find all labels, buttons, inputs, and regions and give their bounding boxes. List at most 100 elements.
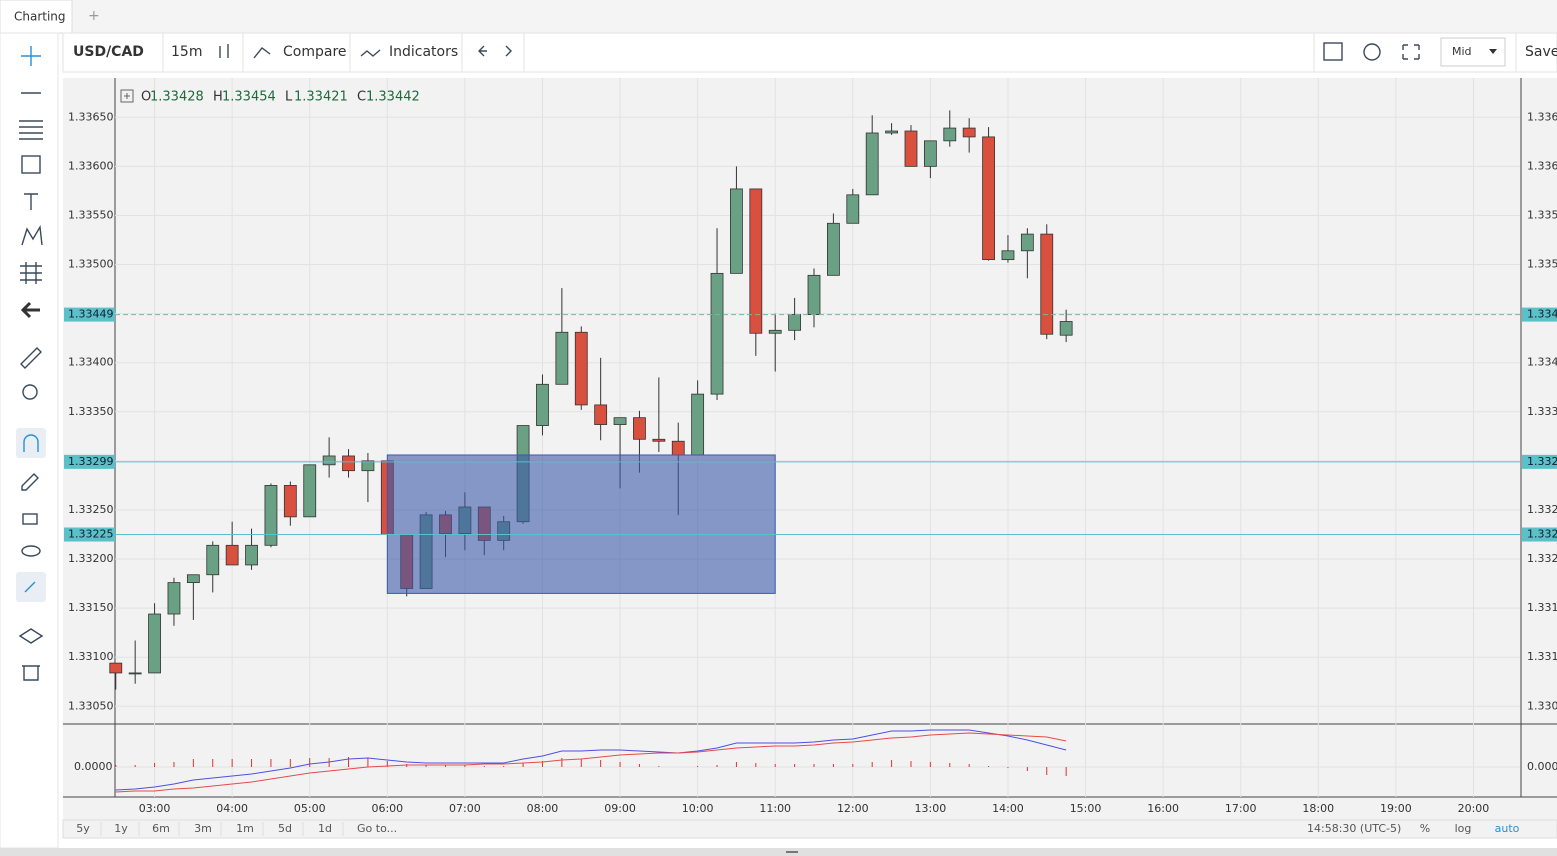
shape-tool[interactable]: [21, 155, 41, 174]
crosshair-tool[interactable]: [21, 46, 41, 66]
symbol[interactable]: USD/CAD: [73, 44, 144, 60]
fullscreen-button[interactable]: [1402, 44, 1420, 60]
candle-body: [943, 127, 957, 142]
candle-body: [245, 544, 258, 566]
candle-body: [1020, 233, 1034, 252]
y-tick-label-right: 1.33400: [1527, 356, 1557, 369]
ohlc-value: 1.33428: [150, 90, 204, 105]
y-tick-label: 1.33600: [68, 159, 114, 172]
candle-body: [167, 582, 181, 615]
x-tick-label: 18:00: [1302, 802, 1334, 815]
y-tick-label-right: 1.33500: [1527, 258, 1557, 271]
x-tick-label: 12:00: [837, 802, 869, 815]
candle-body: [846, 194, 860, 224]
y-tick-label: 1.33650: [68, 110, 114, 123]
back-tool[interactable]: [20, 301, 40, 319]
indicator-tick-label-right: 0.0000: [1527, 760, 1557, 773]
text-tool[interactable]: [24, 193, 38, 210]
x-tick-label: 20:00: [1458, 802, 1490, 815]
magnet-bg: [16, 428, 46, 458]
legend-toggle-plus: [124, 93, 130, 99]
ruler-tool[interactable]: [20, 347, 42, 369]
candle-body: [691, 393, 705, 456]
measure-lines-tool[interactable]: [20, 262, 42, 284]
candle-body: [982, 136, 995, 261]
y-tick-label-right: 1.33600: [1527, 159, 1557, 172]
candle-body: [652, 438, 666, 442]
candle-body: [342, 455, 355, 472]
y-tick-label: 1.33400: [68, 356, 114, 369]
settings-button[interactable]: [1363, 43, 1381, 61]
visibility-tool[interactable]: [21, 545, 41, 557]
footer: 5y 1y 6m 3m 1m 5d 1d Go to... 14:58:30 (UTC-5)% l…: [76, 822, 1520, 836]
compare-button[interactable]: Compare: [283, 44, 347, 60]
dropdown-arrow[interactable]: [1489, 49, 1497, 54]
candle-body: [128, 672, 142, 675]
pattern-tool[interactable]: [21, 224, 43, 246]
auto-toggle[interactable]: auto: [1495, 822, 1520, 835]
candle-body: [283, 485, 297, 518]
bottom-strip: [0, 848, 1557, 856]
y-tick-label: 1.33200: [68, 552, 114, 565]
log-toggle[interactable]: log: [1455, 822, 1472, 835]
range-button[interactable]: 1m: [236, 822, 254, 835]
price-type[interactable]: Mid: [1452, 45, 1472, 58]
range-button[interactable]: 1y: [114, 822, 128, 835]
fib-tool[interactable]: [19, 120, 43, 140]
indicators-button[interactable]: Indicators: [389, 44, 458, 60]
rectangle-drawing[interactable]: [386, 454, 776, 594]
x-tick-label: 06:00: [371, 802, 403, 815]
range-button[interactable]: 5d: [278, 822, 292, 835]
range-button[interactable]: 3m: [194, 822, 212, 835]
y-tick-label-right: 1.33250: [1527, 503, 1557, 516]
range-button[interactable]: 6m: [152, 822, 170, 835]
tab-bar: [0, 0, 1557, 33]
layers-tool[interactable]: [18, 628, 44, 644]
zoom-tool[interactable]: [22, 384, 38, 400]
y-tick-label: 1.33500: [68, 258, 114, 271]
interval[interactable]: 15m: [171, 44, 202, 60]
ohlc-value: 1.33442: [366, 90, 420, 105]
range-button[interactable]: 5y: [76, 822, 90, 835]
delete-tool[interactable]: [22, 665, 40, 681]
layout-button[interactable]: [1323, 42, 1343, 61]
percent-toggle[interactable]: %: [1420, 822, 1430, 835]
y-tick-label: 1.33350: [68, 405, 114, 418]
x-tick-label: 19:00: [1380, 802, 1412, 815]
price-label-bg: [64, 307, 115, 322]
magnet-tool[interactable]: [23, 434, 39, 452]
sidebar-icons: [16, 46, 46, 681]
y-tick-label: 1.33250: [68, 503, 114, 516]
lock-draw-tool[interactable]: [21, 473, 39, 491]
x-tick-label: 15:00: [1070, 802, 1102, 815]
candle-body: [148, 613, 161, 674]
range-button[interactable]: 1d: [318, 822, 332, 835]
candle-body: [206, 544, 220, 576]
candle-body: [962, 127, 976, 138]
tab-title[interactable]: Charting: [14, 10, 66, 24]
indicators-icon[interactable]: [360, 49, 381, 57]
price-label-bg: [64, 454, 115, 469]
x-tick-label: 03:00: [139, 802, 171, 815]
redo-button[interactable]: [505, 45, 512, 57]
lock-tool[interactable]: [22, 513, 38, 525]
save-button[interactable]: Save: [1525, 44, 1557, 60]
undo-button[interactable]: [478, 45, 487, 57]
goto-button[interactable]: Go to...: [357, 822, 397, 835]
y-tick-label-right: 1.33150: [1527, 601, 1557, 614]
tab[interactable]: [0, 0, 73, 34]
compare-icon[interactable]: [253, 47, 271, 59]
price-type-select[interactable]: [1440, 37, 1506, 67]
candle-body: [264, 485, 278, 546]
x-tick-label: 04:00: [216, 802, 248, 815]
chart-toolbar: [62, 32, 1557, 73]
candle-body: [710, 272, 724, 395]
link-tool[interactable]: [24, 581, 36, 593]
candle-body: [109, 662, 123, 674]
chart-style-button[interactable]: [219, 44, 229, 58]
legend-toggle[interactable]: [120, 89, 134, 103]
add-tab[interactable]: +: [88, 8, 100, 24]
y-tick-label: 1.33050: [68, 699, 114, 712]
price-label: 1.33225: [68, 528, 114, 541]
x-tick-label: 09:00: [604, 802, 636, 815]
